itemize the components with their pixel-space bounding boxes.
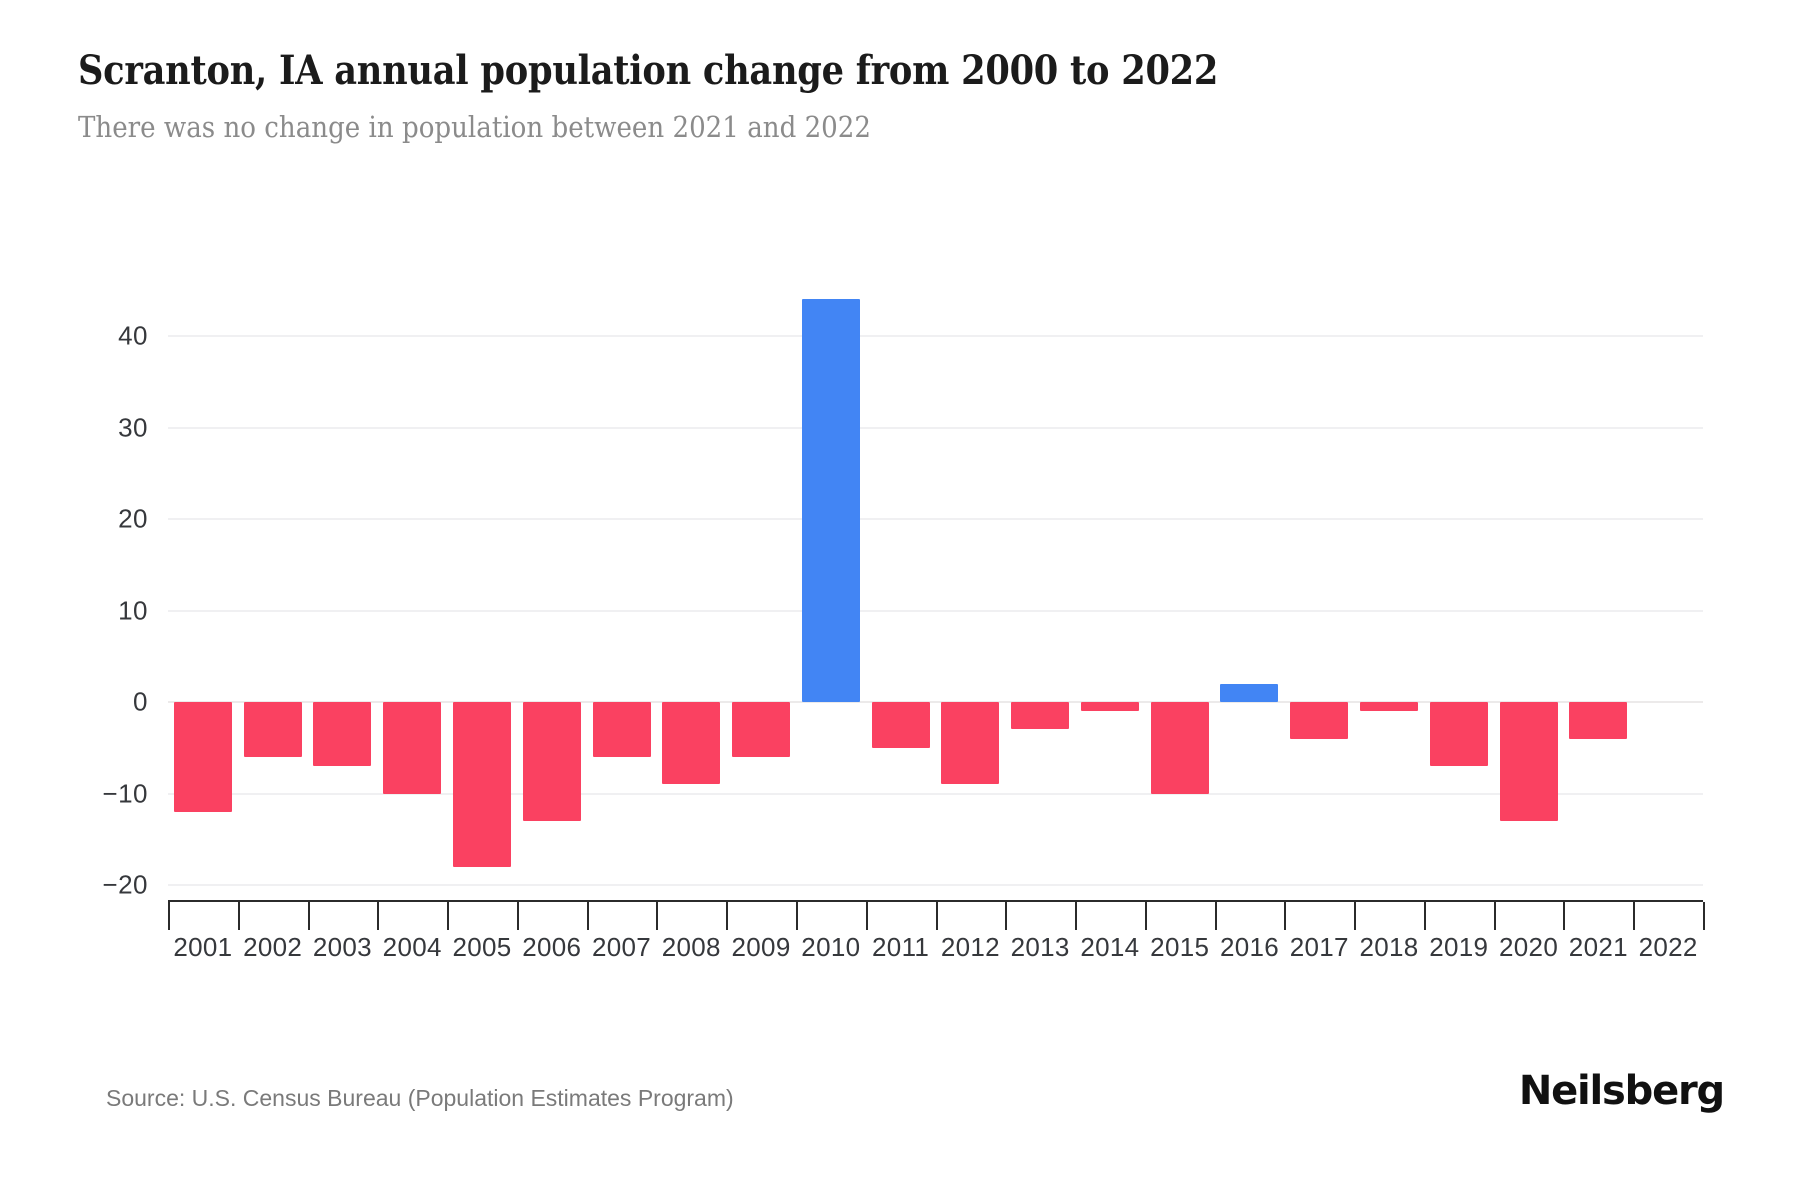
x-axis-tick bbox=[1005, 902, 1008, 930]
gridline bbox=[168, 792, 1703, 795]
x-axis-tick bbox=[307, 902, 310, 930]
x-axis-tick-label-2010: 2010 bbox=[801, 932, 861, 962]
x-axis-tick-label-2005: 2005 bbox=[452, 932, 512, 962]
x-axis-tick-label-2020: 2020 bbox=[1499, 932, 1559, 962]
bar-2012[interactable] bbox=[941, 702, 1000, 785]
x-axis-tick-label-2022: 2022 bbox=[1638, 932, 1698, 962]
brand-logo: Neilsberg bbox=[1518, 1068, 1725, 1114]
x-axis-tick-label-2009: 2009 bbox=[731, 932, 791, 962]
x-axis-tick-label-2018: 2018 bbox=[1359, 932, 1419, 962]
x-axis-tick-label-2015: 2015 bbox=[1150, 932, 1210, 962]
bar-2003[interactable] bbox=[313, 702, 372, 767]
x-axis-tick-label-2008: 2008 bbox=[661, 932, 721, 962]
x-axis-tick bbox=[935, 902, 938, 930]
bar-2011[interactable] bbox=[871, 702, 930, 748]
x-axis-tick bbox=[726, 902, 729, 930]
x-axis-tick-label-2013: 2013 bbox=[1010, 932, 1070, 962]
bar-2005[interactable] bbox=[452, 702, 511, 867]
bar-2009[interactable] bbox=[732, 702, 791, 757]
x-axis-tick bbox=[586, 902, 589, 930]
bar-2019[interactable] bbox=[1429, 702, 1488, 767]
x-axis-tick bbox=[1144, 902, 1147, 930]
gridline bbox=[168, 426, 1703, 429]
x-axis-tick bbox=[168, 902, 170, 930]
x-axis-tick-label-2007: 2007 bbox=[591, 932, 652, 962]
x-axis-tick bbox=[516, 902, 519, 930]
y-axis-tick-label: −20 bbox=[102, 869, 148, 900]
x-axis-tick bbox=[1284, 902, 1287, 930]
bar-2013[interactable] bbox=[1011, 702, 1070, 730]
y-axis-tick-label: 20 bbox=[118, 503, 148, 534]
bar-2018[interactable] bbox=[1360, 702, 1419, 712]
bar-2007[interactable] bbox=[592, 702, 651, 757]
x-axis-tick bbox=[1563, 902, 1566, 930]
bar-2001[interactable] bbox=[173, 702, 232, 812]
x-axis-tick bbox=[377, 902, 380, 930]
gridline bbox=[168, 609, 1703, 612]
x-axis-tick-label-2011: 2011 bbox=[872, 932, 930, 962]
x-axis-line bbox=[168, 900, 1703, 902]
y-axis-tick-label: 0 bbox=[133, 686, 148, 717]
bar-2020[interactable] bbox=[1499, 702, 1558, 821]
bar-2004[interactable] bbox=[383, 702, 442, 794]
x-axis-tick bbox=[1633, 902, 1636, 930]
y-axis-tick-label: 10 bbox=[118, 595, 148, 625]
x-axis-tick bbox=[237, 902, 240, 930]
x-axis-tick bbox=[1354, 902, 1357, 930]
gridline bbox=[168, 884, 1703, 886]
x-axis-tick bbox=[447, 902, 450, 930]
bar-2021[interactable] bbox=[1569, 702, 1628, 739]
bar-2014[interactable] bbox=[1080, 702, 1139, 712]
chart-header: Scranton, IA annual population change fr… bbox=[78, 47, 1718, 145]
x-axis-tick bbox=[1214, 902, 1217, 930]
bar-2010[interactable] bbox=[801, 299, 860, 702]
x-axis-tick bbox=[865, 902, 868, 930]
x-axis-tick bbox=[1703, 902, 1705, 930]
x-axis-tick-label-2016: 2016 bbox=[1219, 932, 1279, 962]
bar-2008[interactable] bbox=[662, 702, 721, 785]
x-axis-tick bbox=[1423, 902, 1426, 930]
bar-2016[interactable] bbox=[1220, 683, 1279, 702]
source-note: Source: U.S. Census Bureau (Population E… bbox=[106, 1085, 734, 1111]
x-axis-tick bbox=[795, 902, 798, 930]
x-axis-tick-label-2002: 2002 bbox=[243, 932, 303, 962]
x-axis-tick-label-2004: 2004 bbox=[382, 932, 442, 962]
x-axis-tick-label-2021: 2021 bbox=[1568, 932, 1628, 962]
x-axis-tick-label-2006: 2006 bbox=[522, 932, 582, 962]
y-axis-tick-label: −10 bbox=[102, 778, 148, 808]
x-axis-tick-label-2012: 2012 bbox=[940, 932, 1000, 962]
page-subtitle: There was no change in population betwee… bbox=[78, 110, 871, 144]
x-axis-tick-label-2017: 2017 bbox=[1289, 932, 1349, 962]
bar-2006[interactable] bbox=[522, 702, 581, 821]
bar-2017[interactable] bbox=[1290, 702, 1349, 739]
x-axis-tick bbox=[656, 902, 659, 930]
bar-2002[interactable] bbox=[243, 702, 302, 757]
x-axis-tick-label-2001: 2001 bbox=[173, 932, 233, 962]
bar-2015[interactable] bbox=[1150, 702, 1209, 794]
x-axis-tick bbox=[1075, 902, 1078, 930]
zero-gridline bbox=[168, 701, 1703, 703]
gridline bbox=[168, 335, 1703, 337]
x-axis-tick-label-2014: 2014 bbox=[1080, 932, 1140, 962]
x-axis-tick-label-2019: 2019 bbox=[1429, 932, 1489, 962]
x-axis-tick-label-2003: 2003 bbox=[312, 932, 372, 962]
y-axis-tick-label: 40 bbox=[118, 320, 148, 351]
gridline bbox=[168, 518, 1703, 520]
page-title: Scranton, IA annual population change fr… bbox=[78, 47, 1219, 94]
y-axis-tick-label: 30 bbox=[118, 412, 148, 442]
x-axis-tick bbox=[1493, 902, 1496, 930]
